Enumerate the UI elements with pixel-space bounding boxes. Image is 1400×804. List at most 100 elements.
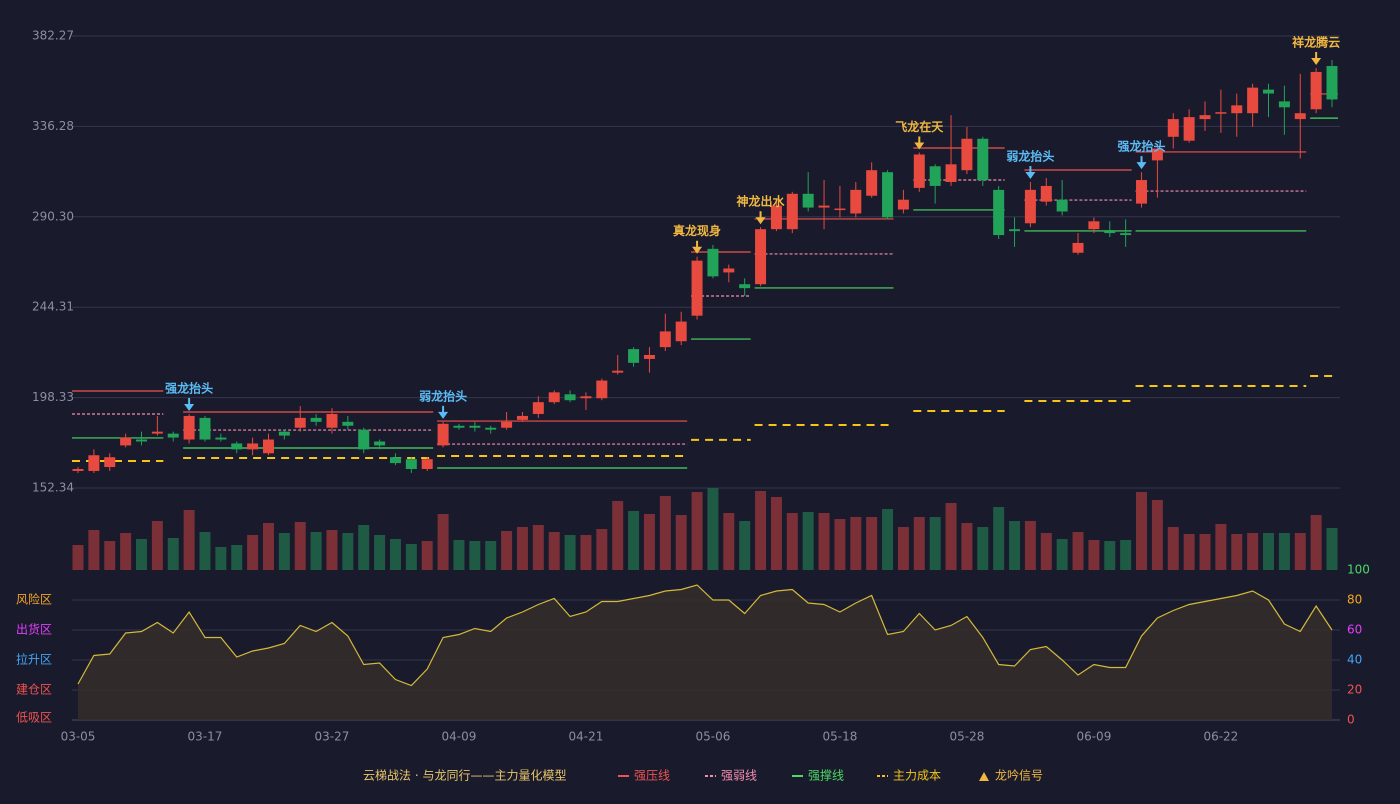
legend-label: 强撑线	[808, 768, 844, 783]
legend-label: 强弱线	[721, 769, 757, 783]
candle-body	[929, 166, 941, 186]
zone-label: 出货区	[16, 622, 52, 637]
y-tick-label: 198.33	[32, 390, 74, 404]
signal-label: 强龙抬头	[1118, 139, 1166, 154]
volume-bar	[691, 492, 703, 570]
candle-body	[866, 170, 878, 196]
candle-body	[786, 193, 798, 230]
indicator-tick-label: 40	[1347, 653, 1362, 667]
candle-body	[993, 189, 1005, 236]
volume-bar	[945, 503, 957, 570]
volume-bar	[485, 541, 497, 570]
candle-body	[199, 417, 211, 440]
candle-body	[818, 205, 830, 208]
candle-body	[405, 459, 417, 470]
volume-bar	[1024, 521, 1036, 570]
volume-bar	[405, 544, 417, 570]
volume-bar	[897, 527, 909, 570]
legend-label: 龙吟信号	[995, 768, 1043, 783]
candle-body	[231, 443, 243, 450]
signal-arrow	[438, 405, 449, 419]
candle-body	[628, 349, 640, 363]
candle-body	[691, 260, 703, 316]
signal-label: 强龙抬头	[165, 380, 213, 395]
candle-body	[1104, 231, 1116, 234]
candle-body	[262, 439, 274, 454]
signal-label: 神龙出水	[737, 194, 786, 209]
volume-bar	[342, 533, 354, 570]
candle-body	[723, 268, 735, 273]
candle-body	[1088, 221, 1100, 230]
y-tick-label: 152.34	[32, 481, 74, 495]
candle-body	[389, 457, 401, 464]
candle-body	[342, 421, 354, 426]
candle-body	[469, 425, 481, 428]
indicator-tick-label: 60	[1347, 623, 1362, 637]
candle-body	[1009, 229, 1021, 232]
candle-body	[1247, 87, 1259, 114]
volume-bar	[1072, 532, 1084, 570]
candle-body	[707, 248, 719, 277]
volume-bar	[167, 538, 179, 570]
volume-bar	[294, 522, 306, 570]
candle-body	[374, 441, 386, 446]
volume-bar	[1120, 540, 1132, 570]
candle-body	[580, 396, 592, 399]
signal-arrow	[755, 211, 766, 225]
candle-body	[453, 425, 465, 428]
volume-bar	[358, 525, 370, 570]
volume-bar	[199, 532, 211, 570]
candle-body	[945, 164, 957, 183]
candle-body	[1294, 113, 1306, 120]
candle-body	[1024, 189, 1036, 224]
volume-bar	[580, 535, 592, 570]
candle-body	[326, 413, 338, 428]
indicator-tick-label: 80	[1347, 593, 1362, 607]
indicator-tick-label: 20	[1347, 683, 1362, 697]
volume-bar	[643, 514, 655, 570]
volume-bar	[882, 509, 894, 570]
candle-body	[612, 370, 624, 373]
volume-bar	[1199, 534, 1211, 570]
candle-body	[1326, 66, 1338, 100]
candle-body	[977, 138, 989, 181]
volume-bar	[993, 507, 1005, 570]
volume-bar	[532, 525, 544, 570]
candle-body	[1231, 105, 1243, 114]
zone-label: 拉升区	[16, 652, 52, 667]
candle-body	[88, 455, 100, 471]
x-tick-label: 04-09	[442, 730, 477, 744]
volume-bar	[516, 527, 528, 570]
volume-bar	[723, 513, 735, 570]
signal-arrow	[184, 397, 195, 411]
candle-body	[183, 415, 195, 440]
indicator-area	[78, 585, 1332, 720]
x-tick-label: 03-17	[188, 730, 223, 744]
candle-body	[501, 421, 513, 428]
volume-bar	[929, 517, 941, 570]
volume-bar	[961, 523, 973, 570]
volume-bar	[278, 533, 290, 570]
volume-bar	[1278, 533, 1290, 570]
candle-body	[659, 331, 671, 348]
candle-body	[596, 380, 608, 399]
candle-body	[755, 229, 767, 285]
volume-bar	[755, 491, 767, 570]
volume-bar	[262, 523, 274, 570]
x-tick-label: 05-28	[949, 730, 984, 744]
indicator-tick-label: 0	[1347, 713, 1355, 727]
volume-bar	[628, 511, 640, 570]
signal-arrow	[1136, 156, 1147, 170]
volume-bar	[707, 488, 719, 570]
volume-bar	[135, 539, 147, 570]
volume-bar	[739, 521, 751, 570]
signal-label: 弱龙抬头	[1006, 149, 1054, 164]
candle-body	[167, 433, 179, 438]
candle-body	[1167, 119, 1179, 137]
signal-label: 祥龙腾云	[1292, 34, 1340, 49]
volume-bar	[1104, 541, 1116, 570]
volume-bar	[1215, 524, 1227, 570]
candle-body	[675, 321, 687, 342]
candle-body	[294, 417, 306, 428]
volume-bar	[770, 497, 782, 570]
